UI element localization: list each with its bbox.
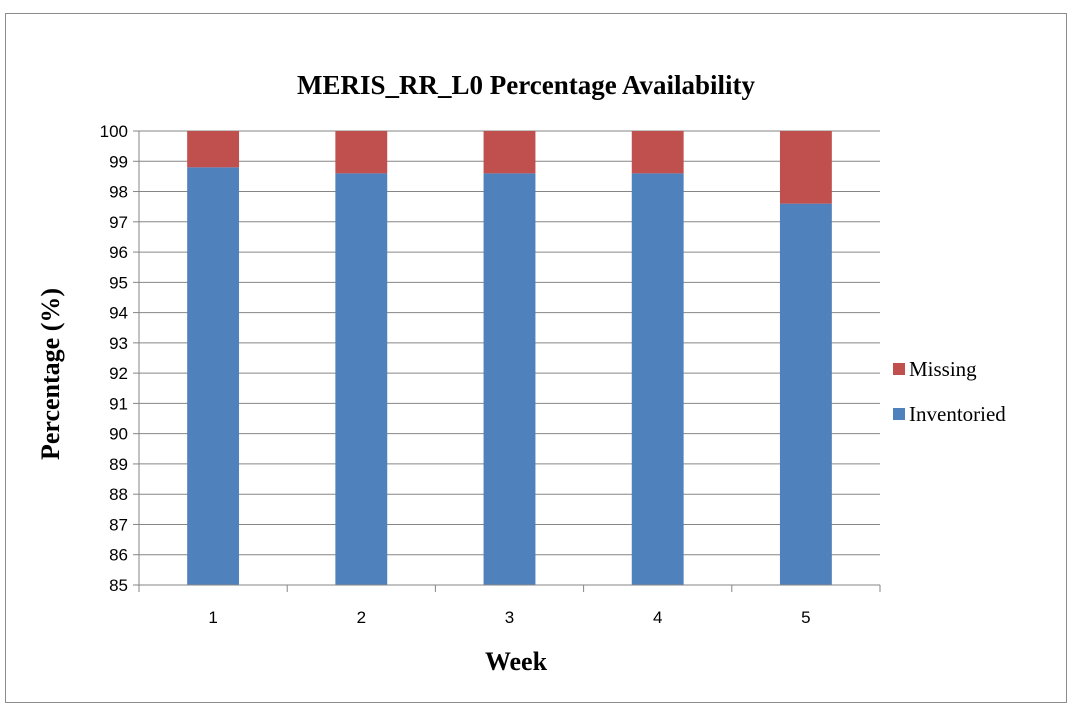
bar-inventoried-week-2 [335, 173, 388, 585]
legend-label-missing: Missing [909, 357, 977, 381]
y-tick-label: 100 [100, 122, 128, 141]
y-tick-label: 93 [109, 334, 128, 353]
legend-swatch-inventoried [893, 408, 905, 420]
bar-missing-week-2 [335, 131, 388, 174]
y-tick-label: 99 [109, 152, 128, 171]
x-tick-label: 2 [357, 608, 366, 627]
bar-inventoried-week-3 [483, 173, 536, 585]
y-tick-label: 95 [109, 273, 128, 292]
bars [187, 131, 832, 585]
y-tick-label: 86 [109, 546, 128, 565]
x-tick-label: 4 [653, 608, 662, 627]
y-tick-label: 97 [109, 213, 128, 232]
y-tick-label: 85 [109, 576, 128, 595]
y-tick-label: 96 [109, 243, 128, 262]
legend-label-inventoried: Inventoried [909, 402, 1006, 426]
bar-missing-week-5 [779, 131, 832, 204]
x-tick-labels: 1 2 3 4 5 [208, 608, 810, 627]
bar-inventoried-week-5 [779, 203, 832, 585]
y-tick-label: 94 [109, 304, 128, 323]
bar-inventoried-week-1 [187, 167, 240, 585]
y-tick-label: 91 [109, 394, 128, 413]
bar-missing-week-1 [187, 131, 240, 168]
chart-svg: MERIS_RR_L0 Percentage Availability 85 86… [36, 70, 1006, 676]
axes [133, 130, 881, 592]
bar-missing-week-3 [483, 131, 536, 174]
bar-inventoried-week-4 [631, 173, 684, 585]
bar-missing-week-4 [631, 131, 684, 174]
chart-frame: MERIS_RR_L0 Percentage Availability 85 86… [5, 13, 1067, 703]
x-tick-label: 3 [505, 608, 514, 627]
y-tick-label: 90 [109, 425, 128, 444]
y-tick-label: 92 [109, 364, 128, 383]
y-tick-label: 98 [109, 183, 128, 202]
legend: Missing Inventoried [893, 357, 1006, 426]
x-axis-title: Week [485, 647, 548, 676]
chart-title: MERIS_RR_L0 Percentage Availability [297, 70, 755, 100]
y-tick-label: 87 [109, 515, 128, 534]
x-tick-label: 5 [801, 608, 810, 627]
y-axis-title: Percentage (%) [36, 288, 65, 460]
y-tick-label: 89 [109, 455, 128, 474]
legend-swatch-missing [893, 363, 905, 375]
x-tick-label: 1 [208, 608, 217, 627]
y-tick-labels: 85 86 87 88 89 90 91 92 93 94 95 96 97 98 99 100 [100, 122, 128, 595]
y-tick-label: 88 [109, 485, 128, 504]
